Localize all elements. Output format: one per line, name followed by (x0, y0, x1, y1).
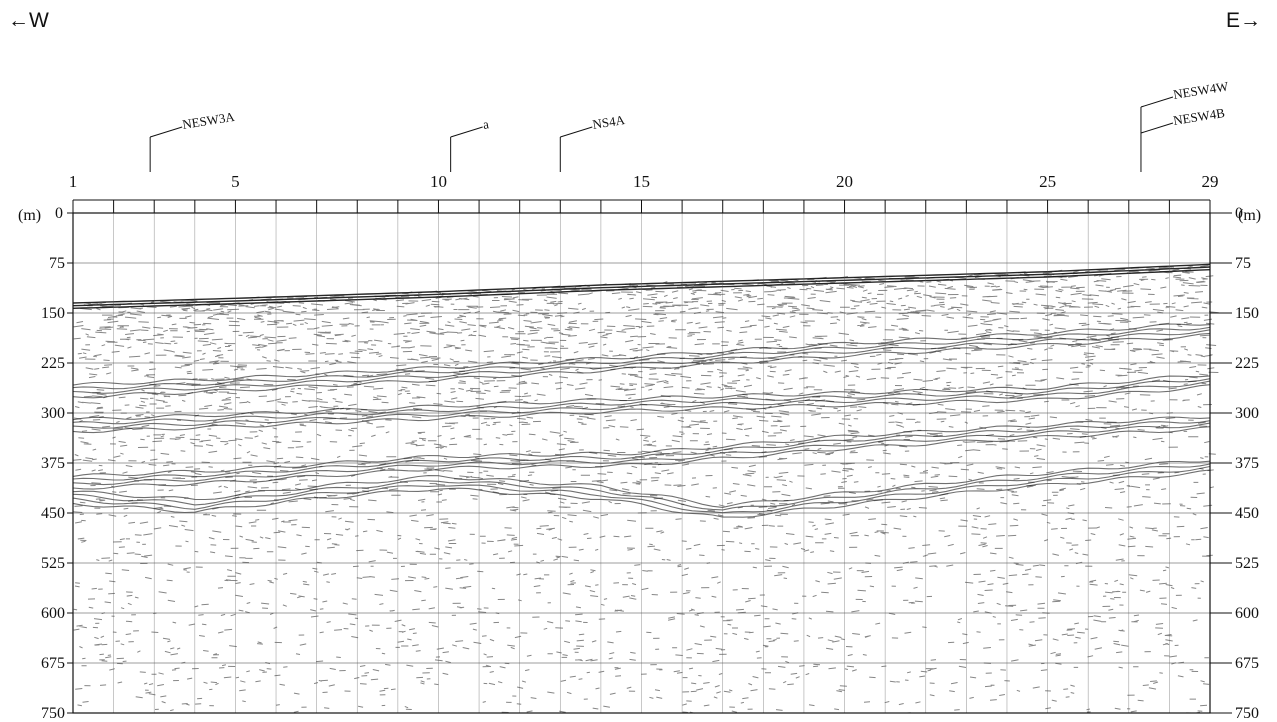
shot-point-label: 1 (69, 172, 78, 191)
depth-axis-left: 0 75 150 225 300 375 450 525 600 675 750 (41, 205, 73, 722)
depth-label-right: 75 (1235, 255, 1251, 272)
depth-label-right: 750 (1235, 705, 1259, 722)
seismic-texture (73, 264, 1219, 714)
depth-label-right: 600 (1235, 605, 1259, 622)
depth-label-right: 375 (1235, 455, 1259, 472)
east-direction-label: E→ (1226, 9, 1261, 32)
crossing-line-label: NESW3A (181, 109, 236, 132)
depth-label-right: 525 (1235, 555, 1259, 572)
grid-lines (73, 212, 1210, 714)
depth-label-left: 675 (41, 655, 65, 672)
shot-point-label: 10 (430, 172, 447, 191)
depth-label-right: 675 (1235, 655, 1259, 672)
depth-label-right: 450 (1235, 505, 1259, 522)
shot-point-axis: 1 5 10 15 20 25 29 (69, 172, 1219, 213)
crossing-lead (1140, 122, 1174, 134)
depth-axis-right: 0 75 150 225 300 375 450 525 600 675 750 (1210, 205, 1259, 722)
depth-label-left: 300 (41, 405, 65, 422)
seismic-plot (72, 212, 1219, 714)
west-direction-label: ←W (8, 9, 49, 32)
depth-label-left: 150 (41, 305, 65, 322)
crossing-lead (450, 126, 483, 138)
crossing-line-label: a (482, 116, 490, 132)
depth-unit-left: (m) (18, 207, 41, 224)
depth-label-left: 225 (41, 355, 65, 372)
shot-point-label: 29 (1202, 172, 1219, 191)
crossing-line-markers: NESW3A a NS4A NESW4W NESW4B (149, 78, 1230, 172)
depth-label-left: 75 (49, 255, 65, 272)
crossing-lead (150, 126, 183, 138)
depth-label-right: 225 (1235, 355, 1259, 372)
depth-label-right: 0 (1235, 205, 1243, 222)
shot-point-label: 5 (231, 172, 240, 191)
crossing-lead (1140, 96, 1174, 108)
depth-label-left: 600 (41, 605, 65, 622)
shot-point-label: 15 (633, 172, 650, 191)
depth-label-right: 300 (1235, 405, 1259, 422)
depth-label-right: 150 (1235, 305, 1259, 322)
crossing-line-label: NESW4B (1172, 105, 1226, 128)
texture-dashes (73, 264, 1219, 714)
depth-label-left: 375 (41, 455, 65, 472)
shot-point-label: 25 (1039, 172, 1056, 191)
shot-point-label: 20 (836, 172, 853, 191)
depth-label-left: 750 (41, 705, 65, 722)
depth-label-left: 0 (55, 205, 63, 222)
depth-label-left: 525 (41, 555, 65, 572)
crossing-lead (560, 126, 593, 138)
crossing-line-label: NS4A (591, 112, 626, 132)
depth-label-left: 450 (41, 505, 65, 522)
depth-unit-right: (m) (1238, 207, 1261, 224)
crossing-line-label: NESW4W (1172, 78, 1230, 102)
